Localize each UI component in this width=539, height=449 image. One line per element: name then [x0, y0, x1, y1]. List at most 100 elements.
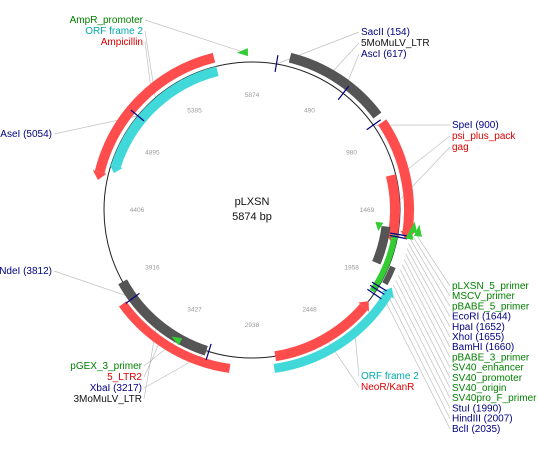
right-list-label-11: SV40pro_F_primer	[452, 393, 537, 404]
right-list-label-10: SV40_origin	[452, 383, 506, 394]
plasmid-size: 5874 bp	[232, 211, 272, 223]
pbabe-3-primer-arrow	[375, 221, 384, 232]
bottom-left-label-0: pGEX_3_primer	[70, 361, 142, 372]
right-list-label-leader-10	[395, 279, 451, 389]
position-tick-label: 1958	[344, 265, 359, 272]
feature-arcs	[92, 52, 415, 373]
gag-arc	[385, 174, 400, 236]
top-left-label-leader-0	[144, 19, 244, 53]
right-list-label-leader-2	[409, 237, 451, 307]
pbabe-5-primer-arrow	[405, 228, 414, 240]
right-list-label-2: pBABE_5_primer	[452, 301, 530, 312]
plasmid-name: pLXSN	[235, 196, 270, 208]
top-left-label-leader-2	[144, 41, 152, 90]
top-right-label-0: SacII (154)	[361, 27, 410, 38]
top-right-label-leader-1	[330, 42, 360, 75]
right-list-label-leader-0	[410, 226, 451, 287]
right-list-label-13: HindIII (2007)	[452, 414, 513, 425]
bottom-mid-label-0: ORF frame 2	[361, 371, 419, 382]
plxsn-5-primer-arrow	[409, 221, 418, 234]
five-ltr2-red-arc	[118, 301, 231, 373]
position-tick-label: 2938	[245, 322, 260, 329]
sacii-site-mark	[274, 55, 279, 72]
left-mid-label-1: NdeI (3812)	[0, 266, 52, 277]
position-tick-label: 2448	[302, 307, 317, 314]
bottom-left-label-3: 3MoMuLV_LTR	[73, 394, 142, 405]
right-list-label-leader-1	[410, 232, 451, 297]
xbai-site-mark	[205, 343, 212, 361]
right-list-label-7: pBABE_3_primer	[452, 352, 530, 363]
neo-kan-arc-arrowhead	[358, 301, 369, 312]
position-tick-label: 4895	[145, 150, 160, 157]
five-ltr-arc	[288, 52, 382, 119]
hpai-site-mark	[389, 234, 407, 240]
position-tick-label: 3427	[187, 307, 202, 314]
left-mid-label-0: AseI (5054)	[0, 129, 52, 140]
left-mid-label-leader-1	[53, 270, 134, 299]
psi-plus-pack-arc	[378, 119, 415, 233]
neo-kan-arc	[274, 303, 368, 362]
ecori-site-mark	[390, 232, 407, 237]
right-list-label-5: XhoI (1655)	[452, 332, 504, 343]
right-list-label-14: BclI (2035)	[452, 424, 500, 435]
asci-site-mark	[337, 85, 350, 101]
primer-arrows	[171, 48, 422, 346]
restriction-site-marks	[125, 55, 407, 361]
right-list-label-4: HpaI (1652)	[452, 322, 505, 333]
sv40-enhancer-gray-arc	[382, 265, 396, 286]
position-tick-label: 4406	[130, 207, 145, 214]
right-list-label-leader-8	[399, 269, 451, 368]
top-right-label-2: AscI (617)	[361, 49, 407, 60]
position-tick-label: 1469	[360, 207, 375, 214]
right-list-label-leader-7	[402, 264, 451, 358]
right-top-label-leader-1	[404, 135, 451, 173]
right-list-label-12: StuI (1990)	[452, 403, 501, 414]
ampicillin-arc	[94, 52, 216, 174]
right-top-label-2: gag	[452, 142, 469, 153]
mscv-primer-arrow	[414, 224, 422, 237]
ampr-promoter-primer-arrow	[236, 48, 248, 57]
bottom-left-label-1: 5_LTR2	[107, 372, 142, 383]
amp-orf-frame-arc	[111, 66, 219, 168]
right-list-label-leader-3	[408, 243, 451, 317]
right-list-label-leader-4	[406, 248, 451, 327]
pgex-3-primer-arrow	[171, 336, 183, 346]
asei-site-mark	[130, 109, 145, 122]
right-top-label-0: SpeI (900)	[452, 120, 499, 131]
stui-site-mark	[371, 281, 387, 292]
right-list-label-6: BamHI (1660)	[452, 342, 514, 353]
neo-orf-frame-arc	[273, 292, 392, 373]
right-list-label-0: pLXSN_5_primer	[452, 281, 529, 292]
position-tick-label: 5874	[245, 92, 260, 99]
position-ticks: 5874 490 980 1469 1958 2448 2938 3427 3916 4406 48…	[130, 92, 375, 329]
top-left-label-1: ORF frame 2	[85, 26, 143, 37]
position-tick-label: 980	[346, 150, 357, 157]
hindiii-site-mark	[369, 284, 385, 295]
right-top-label-1: psi_plus_pack	[452, 131, 516, 142]
right-list-label-leader-11	[392, 284, 451, 399]
sv40-promoter-gray-arc	[372, 225, 391, 265]
top-right-label-leader-0	[276, 31, 360, 65]
bcli-site-mark	[367, 288, 382, 300]
right-list-label-leader-13	[387, 294, 451, 419]
top-left-label-2: Ampicillin	[101, 37, 143, 48]
right-list-label-leader-12	[390, 289, 451, 409]
bottom-left-label-leader-1	[143, 340, 161, 378]
right-list-label-9: SV40_promoter	[452, 373, 523, 384]
right-list-label-leader-9	[397, 274, 451, 378]
right-list-label-3: EcoRI (1644)	[452, 312, 511, 323]
bottom-left-label-2: XbaI (3217)	[90, 383, 142, 394]
right-list-label-1: MSCV_primer	[452, 291, 515, 302]
three-ltr-arc	[118, 279, 208, 356]
position-tick-label: 3916	[145, 265, 160, 272]
position-tick-label: 490	[304, 107, 315, 114]
amp-orf-frame-arc-arrowhead	[109, 163, 123, 173]
right-list-label-8: SV40_enhancer	[452, 363, 524, 374]
right-list-label-leader-5	[405, 253, 451, 338]
spei-site-mark	[366, 119, 381, 131]
top-left-label-0: AmpR_promoter	[70, 15, 144, 26]
right-list-label-leader-14	[384, 299, 451, 429]
bottom-mid-label-leader-0	[354, 332, 360, 377]
